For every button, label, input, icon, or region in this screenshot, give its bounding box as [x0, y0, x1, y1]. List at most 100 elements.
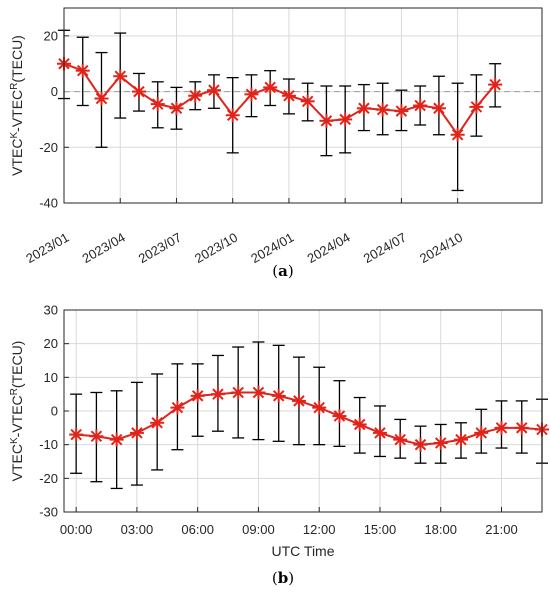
- star-stroke: [131, 427, 143, 439]
- panel-caption-a: (a): [272, 262, 293, 280]
- star-stroke: [70, 428, 82, 441]
- star-stroke: [333, 410, 346, 422]
- star-stroke: [272, 390, 285, 402]
- data-point-star: [231, 385, 246, 400]
- x-tick-label: 2024/01: [248, 230, 296, 266]
- data-point-star: [319, 113, 334, 128]
- series-line-a: [63, 62, 496, 137]
- x-tick-label: 21:00: [485, 522, 518, 537]
- star-stroke: [170, 102, 183, 115]
- data-point-star: [244, 87, 259, 102]
- data-point-star: [514, 420, 529, 435]
- star-stroke: [293, 395, 305, 407]
- data-point-star: [375, 102, 390, 117]
- series-line-b: [76, 391, 543, 446]
- data-point-star: [225, 108, 240, 123]
- data-point-star: [291, 393, 306, 408]
- star-stroke: [475, 427, 487, 439]
- y-tick-label: 0: [51, 84, 58, 99]
- y-tick-label: -40: [39, 196, 58, 211]
- error-bars-a: [58, 29, 502, 192]
- star-stroke: [133, 85, 145, 98]
- star-stroke: [114, 70, 126, 82]
- star-stroke: [189, 90, 201, 102]
- star-stroke: [434, 437, 447, 449]
- data-point-star: [300, 94, 315, 109]
- star-stroke: [374, 427, 386, 439]
- star-stroke: [470, 101, 483, 113]
- x-tick-label: 09:00: [242, 522, 275, 537]
- x-tick-label: 2023/01: [23, 230, 71, 266]
- y-axis-label-a: VTECK-VTECR(TECU): [9, 35, 25, 176]
- y-tick-label: 20: [44, 336, 58, 351]
- panel-caption-b: (b): [272, 569, 294, 587]
- x-tick-label: 2023/04: [80, 230, 128, 266]
- x-tick-labels-a: 2023/01 2023/04 2023/07 2023/10 2024/01 2024/…: [23, 230, 465, 266]
- error-bars-b: [70, 341, 548, 490]
- star-stroke: [151, 98, 164, 110]
- star-stroke: [353, 418, 366, 431]
- data-point-star: [332, 409, 347, 424]
- star-stroke: [320, 115, 333, 127]
- x-tick-label: 12:00: [303, 522, 336, 537]
- star-stroke: [313, 401, 325, 414]
- data-point-star: [312, 400, 327, 415]
- star-stroke: [171, 401, 184, 414]
- star-stroke: [208, 84, 220, 96]
- data-point-star: [271, 388, 286, 403]
- data-point-star: [169, 101, 184, 116]
- x-tick-label: 03:00: [121, 522, 154, 537]
- star-stroke: [515, 422, 528, 434]
- data-point-star: [469, 99, 484, 114]
- data-point-star: [474, 425, 489, 440]
- y-tick-label: 20: [44, 28, 58, 43]
- star-stroke: [358, 102, 370, 115]
- star-stroke: [95, 92, 108, 105]
- star-stroke: [414, 99, 426, 112]
- grid-b: [64, 309, 542, 513]
- star-stroke: [90, 430, 103, 442]
- data-point-star: [450, 127, 465, 142]
- data-point-star: [372, 425, 387, 440]
- data-point-star: [206, 83, 221, 98]
- data-point-star: [453, 432, 468, 447]
- x-tick-label: 2024/04: [304, 230, 352, 266]
- data-point-star: [494, 420, 509, 435]
- y-tick-label: -20: [39, 140, 58, 155]
- data-point-star: [75, 63, 90, 78]
- star-stroke: [376, 103, 389, 116]
- data-point-star: [433, 435, 448, 450]
- data-point-star: [113, 69, 128, 84]
- series-line: [63, 62, 496, 137]
- data-point-star: [89, 429, 104, 444]
- data-point-star: [109, 432, 124, 447]
- data-point-star: [431, 101, 446, 116]
- data-point-star: [129, 425, 144, 440]
- star-stroke: [226, 109, 239, 121]
- data-point-star: [251, 385, 266, 400]
- star-stroke: [301, 95, 314, 108]
- data-point-star: [413, 98, 428, 113]
- data-point-star: [488, 77, 503, 92]
- star-stroke: [414, 438, 427, 451]
- x-tick-label: 15:00: [364, 522, 397, 537]
- star-stroke: [264, 81, 276, 94]
- y-tick-label: -20: [39, 471, 58, 486]
- data-point-star: [356, 101, 371, 116]
- data-point-star: [188, 88, 203, 103]
- star-stroke: [252, 386, 265, 399]
- y-tick-label: -30: [39, 505, 58, 520]
- star-stroke: [394, 433, 406, 446]
- star-stroke: [451, 129, 464, 141]
- data-points-b: [69, 385, 549, 452]
- plot-frame-a: [63, 7, 543, 204]
- data-point-star: [69, 427, 84, 442]
- data-point-star: [170, 400, 185, 415]
- series-line: [76, 391, 543, 446]
- star-stroke: [283, 90, 295, 102]
- y-axis-label-b: VTECK-VTECR(TECU): [9, 341, 25, 482]
- star-stroke: [339, 113, 351, 126]
- star-stroke: [191, 390, 204, 402]
- x-axis-label-b: UTC Time: [272, 543, 335, 559]
